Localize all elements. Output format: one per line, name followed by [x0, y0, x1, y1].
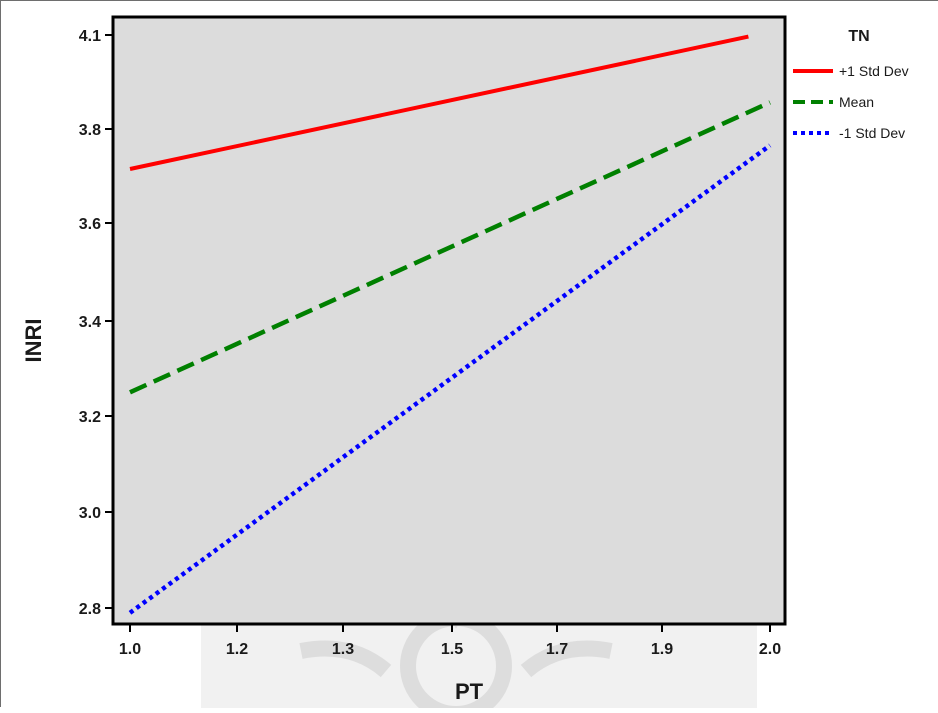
y-tick-label: 3.2: [79, 409, 101, 426]
x-tick-label: 1.3: [332, 641, 354, 658]
y-tick-label: 4.1: [79, 28, 101, 45]
legend-label: +1 Std Dev: [839, 63, 909, 79]
y-tick-label: 3.6: [79, 216, 101, 233]
legend-title: TN: [848, 28, 869, 45]
y-axis-title: INRI: [21, 319, 46, 363]
x-tick-label: 1.9: [651, 641, 673, 658]
plot-area: [111, 15, 787, 626]
x-tick-label: 1.2: [226, 641, 248, 658]
y-tick-label: 3.0: [79, 505, 101, 522]
series-line-2: [129, 100, 771, 395]
legend-label: -1 Std Dev: [839, 125, 905, 141]
x-tick-label: 1.0: [119, 641, 141, 658]
x-tick-label: 1.7: [546, 641, 568, 658]
y-tick-label: 3.8: [79, 122, 101, 139]
legend: TN +1 Std Dev Mean -1 Std Dev: [793, 28, 909, 141]
series-line-1: [129, 34, 749, 171]
series-layer: [128, 34, 772, 615]
y-tick-label: 3.4: [79, 314, 101, 331]
x-tick-label: 1.5: [441, 641, 463, 658]
y-tick-label: 2.8: [79, 601, 101, 618]
legend-label: Mean: [839, 94, 874, 110]
x-tick-label: 2.0: [759, 641, 781, 658]
axes: 1.0 1.2 1.3 1.5 1.7 1.9 2.0 4.1 3.8 3.6 3.4 3.2 3.0 2…: [79, 28, 781, 658]
x-axis-title: PT: [455, 679, 484, 704]
